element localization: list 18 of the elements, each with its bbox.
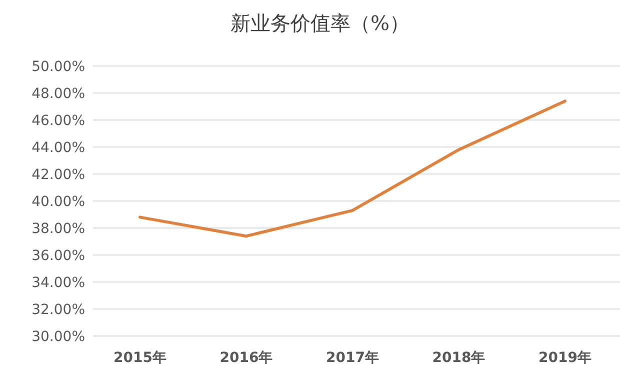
y-tick-label: 42.00% (32, 166, 85, 183)
y-tick-label: 36.00% (32, 248, 85, 264)
y-tick-label: 32.00% (32, 302, 85, 318)
y-tick-label: 44.00% (32, 140, 85, 156)
y-tick-label: 30.00% (32, 328, 85, 345)
y-tick-label: 40.00% (32, 194, 85, 210)
x-tick-label: 2015年 (114, 350, 166, 366)
line-series (138, 100, 566, 238)
x-tick-label: 2017年 (326, 350, 379, 366)
y-tick-label: 34.00% (32, 274, 85, 291)
x-tick-label: 2018年 (432, 350, 486, 366)
x-tick-label: 2019年 (538, 350, 592, 366)
y-tick-label: 38.00% (32, 220, 85, 237)
y-tick-label: 50.00% (32, 58, 85, 75)
x-tick-label: 2016年 (220, 350, 273, 366)
y-tick-label: 48.00% (32, 86, 85, 102)
y-tick-label: 46.00% (32, 112, 85, 129)
chart-title: 新业务价值率（%） (230, 11, 410, 35)
